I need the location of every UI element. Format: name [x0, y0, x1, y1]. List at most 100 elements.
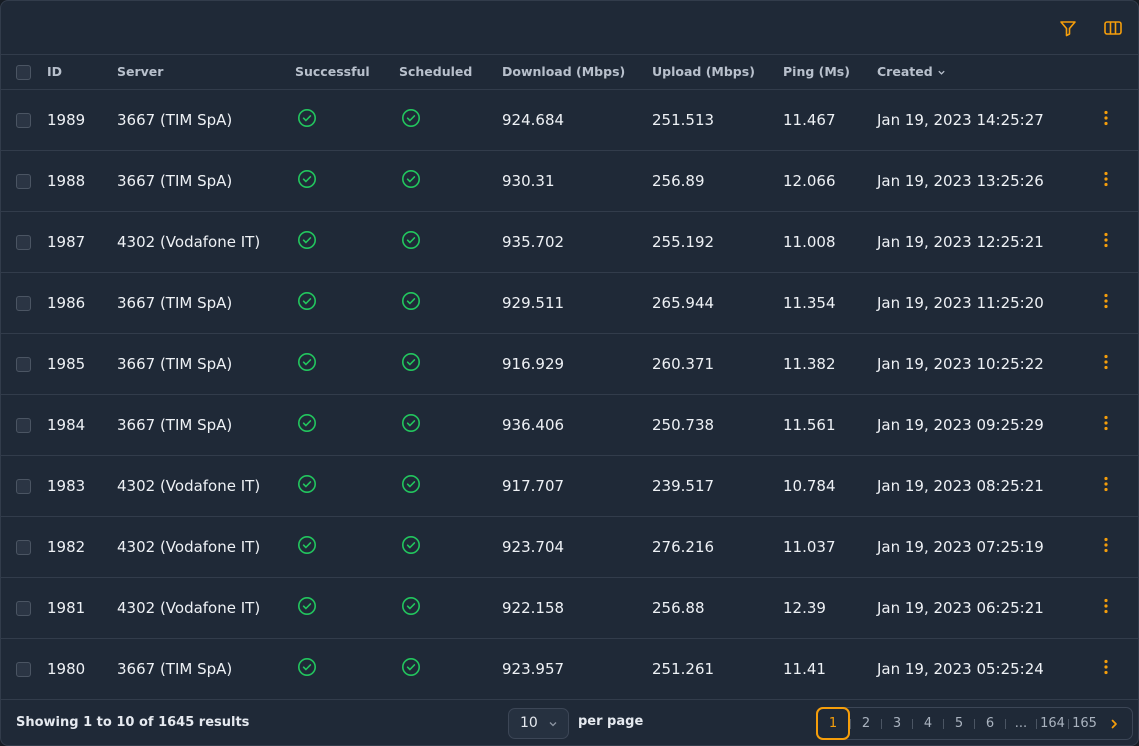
row-actions-cell — [1071, 455, 1138, 516]
row-checkbox[interactable] — [16, 173, 31, 189]
kebab-menu-icon[interactable] — [1096, 169, 1116, 189]
row-actions-cell — [1071, 150, 1138, 211]
row-checkbox[interactable] — [16, 356, 31, 372]
cell-scheduled — [399, 89, 502, 150]
cell-upload: 239.517 — [652, 476, 715, 495]
cell-created: Jan 19, 2023 06:25:21 — [877, 598, 1044, 617]
column-header-download[interactable]: Download (Mbps) — [502, 64, 626, 80]
results-table: ID Server Successful Scheduled Download … — [1, 55, 1138, 700]
table-row: 1982 4302 (Vodafone IT) 923.704 276.216 11.0… — [1, 516, 1138, 577]
row-actions-cell — [1071, 638, 1138, 699]
row-checkbox[interactable] — [16, 600, 31, 616]
row-checkbox[interactable] — [16, 478, 31, 494]
row-actions-cell — [1071, 89, 1138, 150]
cell-successful — [295, 638, 399, 699]
cell-download: 930.31 — [502, 171, 555, 190]
row-actions-cell — [1071, 211, 1138, 272]
row-actions-cell — [1071, 516, 1138, 577]
columns-icon[interactable] — [1103, 18, 1123, 38]
kebab-menu-icon[interactable] — [1096, 535, 1116, 555]
cell-successful — [295, 516, 399, 577]
row-actions-cell — [1071, 577, 1138, 638]
cell-ping: 11.467 — [783, 110, 836, 129]
page-button[interactable]: 2 — [861, 716, 871, 731]
cell-server: 3667 (TIM SpA) — [117, 659, 233, 678]
next-page-icon[interactable] — [1108, 718, 1120, 730]
check-circle-icon — [401, 657, 421, 677]
cell-upload: 265.944 — [652, 293, 715, 312]
per-page-select[interactable]: 10 — [508, 708, 569, 739]
kebab-menu-icon[interactable] — [1096, 352, 1116, 372]
select-all-checkbox[interactable] — [16, 64, 31, 80]
column-header-created[interactable]: Created — [877, 64, 933, 80]
row-checkbox[interactable] — [16, 112, 31, 128]
kebab-menu-icon[interactable] — [1096, 596, 1116, 616]
kebab-menu-icon[interactable] — [1096, 230, 1116, 250]
cell-server: 4302 (Vodafone IT) — [117, 537, 261, 556]
row-checkbox[interactable] — [16, 417, 31, 433]
row-checkbox[interactable] — [16, 295, 31, 311]
table-toolbar — [1, 1, 1138, 55]
page-button[interactable]: 165 — [1072, 716, 1097, 731]
results-summary: Showing 1 to 10 of 1645 results — [16, 715, 250, 730]
actions-header — [1071, 55, 1138, 89]
column-header-successful[interactable]: Successful — [295, 64, 370, 80]
column-header-created-cell[interactable]: Created — [877, 55, 1071, 89]
cell-ping: 12.39 — [783, 598, 826, 617]
check-circle-icon — [401, 291, 421, 311]
check-circle-icon — [297, 108, 317, 128]
check-circle-icon — [401, 108, 421, 128]
kebab-menu-icon[interactable] — [1096, 474, 1116, 494]
cell-download: 916.929 — [502, 354, 565, 373]
cell-scheduled — [399, 150, 502, 211]
table-row: 1980 3667 (TIM SpA) 923.957 251.261 11.41 Jan… — [1, 638, 1138, 699]
cell-server: 3667 (TIM SpA) — [117, 110, 233, 129]
page-separator — [943, 718, 944, 729]
column-header-ping[interactable]: Ping (Ms) — [783, 64, 850, 80]
page-separator — [881, 718, 882, 729]
page-separator — [850, 718, 851, 729]
column-header-upload[interactable]: Upload (Mbps) — [652, 64, 755, 80]
cell-upload: 276.216 — [652, 537, 715, 556]
page-button[interactable]: 5 — [954, 716, 964, 731]
page-button[interactable]: 4 — [923, 716, 933, 731]
page-button[interactable]: 6 — [985, 716, 995, 731]
check-circle-icon — [401, 169, 421, 189]
cell-scheduled — [399, 638, 502, 699]
column-header-scheduled[interactable]: Scheduled — [399, 64, 473, 80]
check-circle-icon — [297, 291, 317, 311]
cell-ping: 11.008 — [783, 232, 836, 251]
kebab-menu-icon[interactable] — [1096, 291, 1116, 311]
check-circle-icon — [297, 230, 317, 250]
cell-created: Jan 19, 2023 09:25:29 — [877, 415, 1044, 434]
row-select-cell — [1, 211, 47, 272]
cell-id: 1982 — [47, 537, 86, 556]
row-checkbox[interactable] — [16, 234, 31, 250]
row-select-cell — [1, 150, 47, 211]
row-checkbox[interactable] — [16, 539, 31, 555]
page-button[interactable]: 3 — [892, 716, 902, 731]
row-checkbox[interactable] — [16, 661, 31, 677]
cell-ping: 11.41 — [783, 659, 826, 678]
check-circle-icon — [297, 352, 317, 372]
page-button[interactable]: 164 — [1040, 716, 1065, 731]
row-actions-cell — [1071, 333, 1138, 394]
cell-id: 1981 — [47, 598, 86, 617]
page-separator — [974, 718, 975, 729]
kebab-menu-icon[interactable] — [1096, 657, 1116, 677]
cell-server: 4302 (Vodafone IT) — [117, 598, 261, 617]
page-separator — [912, 718, 913, 729]
cell-upload: 256.88 — [652, 598, 705, 617]
kebab-menu-icon[interactable] — [1096, 413, 1116, 433]
pagination: 1 2 3 4 5 6... 164 165 — [816, 706, 1133, 740]
cell-server: 3667 (TIM SpA) — [117, 354, 233, 373]
column-header-server[interactable]: Server — [117, 64, 164, 80]
cell-id: 1988 — [47, 171, 86, 190]
sort-descending-icon[interactable] — [937, 68, 946, 77]
column-header-id[interactable]: ID — [47, 64, 63, 80]
cell-download: 923.957 — [502, 659, 565, 678]
check-circle-icon — [401, 535, 421, 555]
kebab-menu-icon[interactable] — [1096, 108, 1116, 128]
page-button[interactable]: 1 — [816, 706, 850, 740]
filter-icon[interactable] — [1058, 18, 1078, 38]
